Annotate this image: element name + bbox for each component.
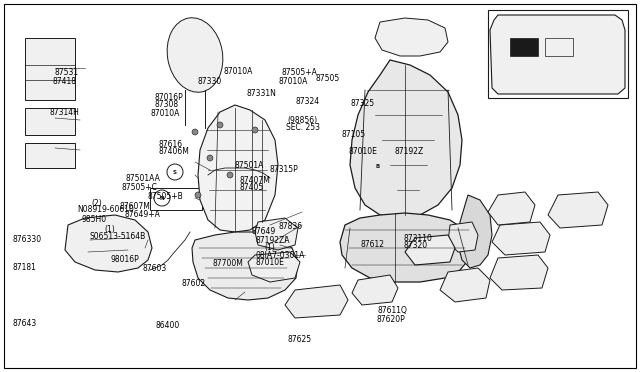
Text: 87505+B: 87505+B	[147, 192, 183, 201]
Polygon shape	[405, 235, 455, 265]
Polygon shape	[248, 252, 300, 282]
Polygon shape	[490, 255, 548, 290]
Text: S06513-5164B: S06513-5164B	[90, 232, 146, 241]
Text: (1): (1)	[104, 225, 115, 234]
Polygon shape	[25, 38, 75, 100]
Text: 87181: 87181	[13, 263, 36, 272]
Circle shape	[252, 127, 258, 133]
Polygon shape	[488, 192, 535, 225]
Circle shape	[195, 192, 201, 198]
Text: S: S	[173, 170, 177, 174]
Text: 87010E: 87010E	[349, 147, 378, 156]
Circle shape	[192, 129, 198, 135]
Text: 87330: 87330	[197, 77, 221, 86]
Text: (98856): (98856)	[287, 116, 317, 125]
Polygon shape	[350, 60, 462, 218]
Text: N: N	[160, 196, 164, 201]
Text: N08919-60610: N08919-60610	[77, 205, 134, 214]
Polygon shape	[255, 218, 298, 250]
Text: 08IA7-0301A: 08IA7-0301A	[255, 251, 305, 260]
Polygon shape	[352, 275, 398, 305]
Text: 87192Z: 87192Z	[394, 147, 424, 156]
Text: 87501AA: 87501AA	[125, 174, 160, 183]
Polygon shape	[285, 285, 348, 318]
Text: 87505: 87505	[316, 74, 340, 83]
Polygon shape	[448, 222, 478, 252]
Text: 86400: 86400	[156, 321, 180, 330]
Text: 87314H: 87314H	[50, 108, 80, 117]
Bar	[545, 38, 573, 56]
Text: 873110: 873110	[403, 234, 432, 243]
Text: 87407M: 87407M	[239, 176, 270, 185]
Circle shape	[217, 122, 223, 128]
Text: 87308: 87308	[155, 100, 179, 109]
Polygon shape	[198, 105, 278, 232]
Bar	[488, 10, 628, 98]
Text: 87612: 87612	[360, 240, 384, 249]
Text: 87010A: 87010A	[278, 77, 308, 86]
Text: 87611Q: 87611Q	[378, 306, 408, 315]
Polygon shape	[65, 215, 152, 272]
Text: 87649+A: 87649+A	[125, 210, 161, 219]
Ellipse shape	[167, 18, 223, 92]
Text: 87643: 87643	[13, 319, 37, 328]
Text: 876330: 876330	[13, 235, 42, 244]
Text: 985H0: 985H0	[82, 215, 107, 224]
Text: 87320: 87320	[403, 241, 428, 250]
Text: 87603: 87603	[142, 264, 166, 273]
Text: 87602: 87602	[181, 279, 205, 288]
Text: 87016P: 87016P	[155, 93, 184, 102]
Text: (1): (1)	[264, 243, 275, 252]
Text: SEC. 253: SEC. 253	[286, 123, 320, 132]
Text: 87325: 87325	[351, 99, 375, 108]
Bar	[510, 38, 538, 56]
Text: 87505+A: 87505+A	[282, 68, 317, 77]
Text: 87331N: 87331N	[246, 89, 276, 98]
Text: 87607M: 87607M	[120, 202, 150, 211]
Text: 87505+C: 87505+C	[122, 183, 157, 192]
Polygon shape	[192, 232, 298, 300]
Text: 87105: 87105	[341, 130, 365, 139]
Polygon shape	[458, 195, 492, 268]
Text: 87620P: 87620P	[376, 315, 405, 324]
Text: 87649: 87649	[252, 227, 276, 236]
Text: 87616: 87616	[159, 140, 183, 149]
Text: 87406M: 87406M	[159, 147, 189, 156]
Text: 87324: 87324	[296, 97, 320, 106]
Text: 87418: 87418	[52, 77, 77, 86]
Text: 87010E: 87010E	[255, 258, 284, 267]
Text: 87315P: 87315P	[269, 165, 298, 174]
Text: 87625: 87625	[287, 335, 312, 344]
Text: 87531: 87531	[54, 68, 79, 77]
Text: 87836: 87836	[278, 222, 303, 231]
Text: 87700M: 87700M	[212, 259, 243, 267]
Circle shape	[227, 172, 233, 178]
Polygon shape	[548, 192, 608, 228]
Text: 87010A: 87010A	[150, 109, 180, 118]
Text: 87405: 87405	[239, 183, 264, 192]
Polygon shape	[25, 108, 75, 135]
Text: JB7003A2: JB7003A2	[538, 13, 575, 22]
Circle shape	[207, 155, 213, 161]
Polygon shape	[440, 268, 490, 302]
Polygon shape	[490, 15, 625, 94]
Text: 87501A: 87501A	[234, 161, 264, 170]
Text: B: B	[376, 164, 380, 170]
Polygon shape	[340, 213, 472, 282]
Text: 98016P: 98016P	[110, 255, 139, 264]
Text: (2): (2)	[92, 199, 102, 208]
Polygon shape	[25, 143, 75, 168]
Text: 87192ZA: 87192ZA	[256, 236, 291, 245]
Polygon shape	[375, 18, 448, 56]
Text: 87010A: 87010A	[224, 67, 253, 76]
Polygon shape	[492, 222, 550, 255]
Bar	[150, 188, 202, 210]
